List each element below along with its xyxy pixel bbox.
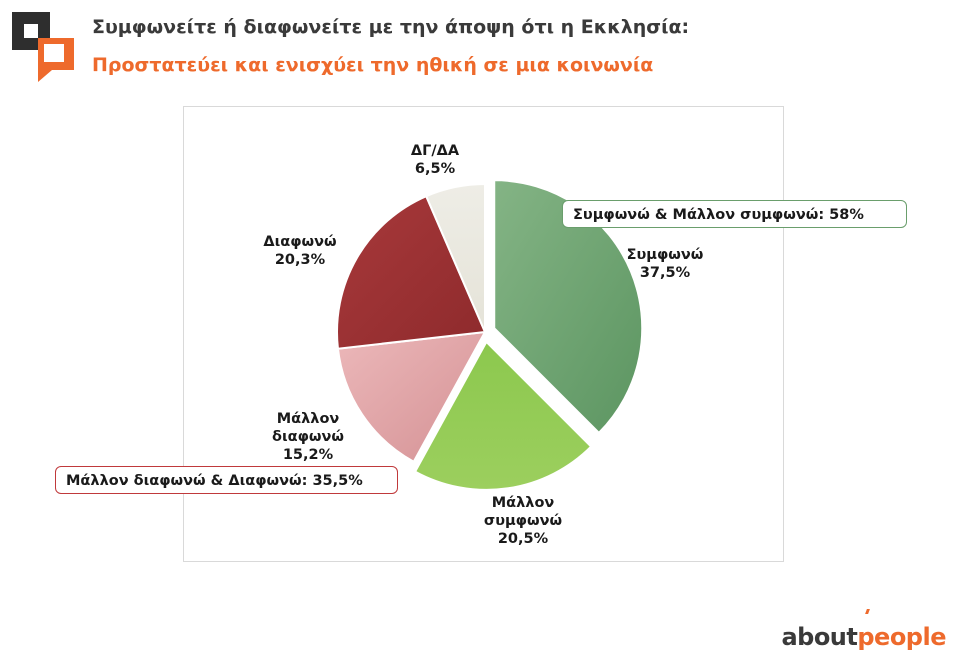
speech-bubble-logo-icon bbox=[12, 12, 74, 82]
agree-total-annotation: Συμφωνώ & Μάλλον συμφωνώ: 58% bbox=[562, 200, 907, 228]
slice-symfono bbox=[493, 179, 644, 435]
slice-label-dgda-value: 6,5% bbox=[414, 161, 456, 177]
brand-logo: aboutpeople bbox=[781, 623, 946, 651]
slice-label-mallon-symfono: Μάλλον συμφωνώ 20,5% bbox=[473, 494, 573, 548]
slice-label-symfono-value: 37,5% bbox=[639, 265, 691, 281]
slice-diafono bbox=[336, 194, 487, 350]
disagree-total-annotation: Μάλλον διαφωνώ & Διαφωνώ: 35,5% bbox=[55, 466, 398, 494]
slice-label-diafono-name: Διαφωνώ bbox=[263, 234, 337, 250]
slice-label-diafono-value: 20,3% bbox=[274, 252, 326, 268]
slice-label-mallon-diafono-line1: Μάλλον bbox=[276, 411, 340, 427]
brand-part-people: people bbox=[857, 623, 946, 651]
slice-label-mallon-symfono-line2: συμφωνώ bbox=[483, 513, 563, 529]
slice-mallon-diafono bbox=[336, 330, 487, 464]
slice-label-mallon-diafono: Μάλλον διαφωνώ 15,2% bbox=[258, 410, 358, 464]
slice-label-dgda: ΔΓ/ΔΑ 6,5% bbox=[395, 142, 475, 178]
slice-label-diafono: Διαφωνώ 20,3% bbox=[255, 233, 345, 269]
slice-label-mallon-symfono-line1: Μάλλον bbox=[491, 495, 555, 511]
slice-label-mallon-diafono-line2: διαφωνώ bbox=[272, 429, 344, 445]
slice-mallon-symfono bbox=[413, 340, 593, 491]
slice-dgda bbox=[424, 182, 486, 333]
chart-title: Συμφωνείτε ή διαφωνείτε με την άποψη ότι… bbox=[92, 16, 690, 38]
slice-label-mallon-symfono-value: 20,5% bbox=[497, 531, 549, 547]
slice-label-dgda-name: ΔΓ/ΔΑ bbox=[410, 143, 460, 159]
slice-label-mallon-diafono-value: 15,2% bbox=[282, 447, 334, 463]
slice-label-symfono-name: Συμφωνώ bbox=[626, 247, 704, 263]
brand-part-about: about bbox=[781, 623, 858, 651]
chart-subtitle: Προστατεύει και ενισχύει την ηθική σε μι… bbox=[92, 54, 654, 76]
slice-label-symfono: Συμφωνώ 37,5% bbox=[620, 246, 710, 282]
